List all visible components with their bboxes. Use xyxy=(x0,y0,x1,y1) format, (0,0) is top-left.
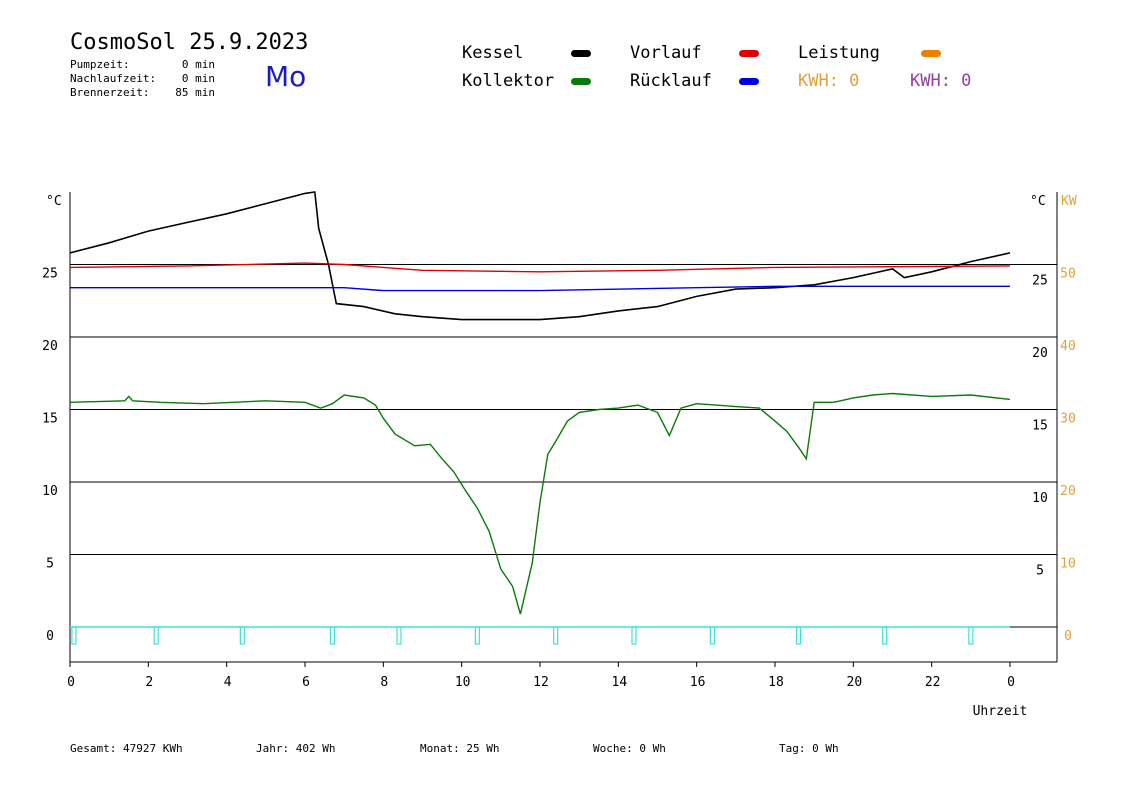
y-tick-label-right: 25 xyxy=(1032,274,1048,289)
leistung-pulse xyxy=(474,626,480,645)
power-tick-label: 0 xyxy=(1064,629,1072,644)
y-tick-label-right: 15 xyxy=(1032,419,1048,434)
y-tick-label-right: 20 xyxy=(1032,346,1048,361)
nachlaufzeit-row: Nachlaufzeit: 0 min xyxy=(70,72,215,85)
y-tick-label-left: 15 xyxy=(42,412,58,427)
power-tick-label: 40 xyxy=(1060,339,1076,354)
x-tick-label: 8 xyxy=(380,675,388,690)
leistung-pulse xyxy=(396,626,402,645)
nachlaufzeit-label: Nachlaufzeit: xyxy=(70,72,157,85)
leistung-pulse xyxy=(553,626,559,645)
footer-gesamt: Gesamt: 47927 KWh xyxy=(70,742,183,755)
legend-leistung-label: Leistung xyxy=(798,43,880,63)
legend-ruecklauf-swatch xyxy=(739,78,759,85)
power-tick-label: 50 xyxy=(1060,267,1076,282)
power-unit: KW xyxy=(1061,194,1077,209)
footer-tag: Tag: 0 Wh xyxy=(779,742,839,755)
x-tick-label: 0 xyxy=(67,675,75,690)
y-tick-label-right: 5 xyxy=(1036,564,1044,579)
nachlaufzeit-value: 0 min xyxy=(181,72,215,85)
x-tick-label: 14 xyxy=(612,675,628,690)
series-kessel-line xyxy=(69,191,1011,321)
page-title: CosmoSol 25.9.2023 xyxy=(70,30,309,55)
x-tick-label: 4 xyxy=(224,675,232,690)
legend-vorlauf-swatch xyxy=(739,50,759,57)
x-tick-label: 18 xyxy=(768,675,784,690)
pumpzeit-label: Pumpzeit: xyxy=(70,58,130,71)
y-unit-right: °C xyxy=(1030,194,1046,209)
x-tick-label: 0 xyxy=(1007,675,1015,690)
x-tick-label: 10 xyxy=(455,675,471,690)
leistung-pulse xyxy=(329,626,336,645)
legend-ruecklauf-label: Rücklauf xyxy=(630,71,712,91)
brennerzeit-label: Brennerzeit: xyxy=(70,86,150,99)
series-kollektor-line xyxy=(69,392,1011,615)
weekday-label: Mo xyxy=(265,60,307,93)
kwh-orange-value: KWH: 0 xyxy=(798,71,860,91)
leistung-pulse xyxy=(153,626,159,645)
brennerzeit-row: Brennerzeit: 85 min xyxy=(70,86,215,99)
leistung-pulse xyxy=(631,626,637,645)
power-tick-label: 20 xyxy=(1060,484,1076,499)
x-tick-label: 2 xyxy=(145,675,153,690)
y-tick-label-left: 25 xyxy=(42,267,58,282)
x-tick-label: 20 xyxy=(847,675,863,690)
footer-woche: Woche: 0 Wh xyxy=(593,742,666,755)
x-tick-label: 22 xyxy=(925,675,941,690)
kwh-purple-value: KWH: 0 xyxy=(910,71,972,91)
leistung-pulse xyxy=(795,626,802,645)
y-tick-label-left: 0 xyxy=(46,629,54,644)
series-rcklauf-line xyxy=(70,285,1010,292)
legend-kollektor-label: Kollektor xyxy=(462,71,555,91)
pumpzeit-row: Pumpzeit: 0 min xyxy=(70,58,215,71)
leistung-pulse xyxy=(239,626,245,645)
power-tick-label: 10 xyxy=(1060,557,1076,572)
legend-vorlauf-label: Vorlauf xyxy=(630,43,702,63)
brennerzeit-value: 85 min xyxy=(175,86,215,99)
x-tick-label: 12 xyxy=(533,675,549,690)
leistung-pulse xyxy=(968,626,974,645)
legend-kessel-swatch xyxy=(571,50,591,57)
y-tick-label-right: 10 xyxy=(1032,491,1048,506)
pumpzeit-value: 0 min xyxy=(181,58,215,71)
leistung-pulse xyxy=(709,626,715,645)
y-tick-label-left: 10 xyxy=(42,484,58,499)
series-vorlauf-line xyxy=(69,262,1011,273)
y-tick-label-left: 20 xyxy=(42,339,58,354)
y-unit-left: °C xyxy=(46,194,62,209)
x-tick-label: 6 xyxy=(302,675,310,690)
legend-leistung-swatch xyxy=(921,50,941,57)
footer-monat: Monat: 25 Wh xyxy=(420,742,500,755)
legend-kessel-label: Kessel xyxy=(462,43,524,63)
power-tick-label: 30 xyxy=(1060,412,1076,427)
legend-kollektor-swatch xyxy=(571,78,591,85)
y-tick-label-left: 5 xyxy=(46,557,54,572)
leistung-pulse xyxy=(71,626,77,645)
x-tick-label: 16 xyxy=(690,675,706,690)
x-axis-label: Uhrzeit xyxy=(973,704,1028,719)
leistung-pulse xyxy=(882,626,888,645)
footer-jahr: Jahr: 402 Wh xyxy=(256,742,336,755)
